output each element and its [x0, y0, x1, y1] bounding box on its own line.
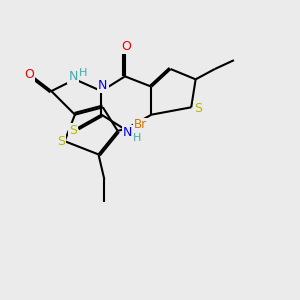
- Text: Br: Br: [134, 118, 147, 131]
- Text: S: S: [69, 124, 77, 137]
- Text: N: N: [123, 126, 133, 140]
- Text: N: N: [98, 79, 108, 92]
- Text: N: N: [68, 70, 78, 83]
- Text: O: O: [122, 40, 131, 53]
- Text: S: S: [57, 135, 65, 148]
- Text: O: O: [24, 68, 34, 81]
- Text: H: H: [79, 68, 87, 78]
- Text: H: H: [133, 133, 142, 142]
- Text: S: S: [194, 102, 202, 115]
